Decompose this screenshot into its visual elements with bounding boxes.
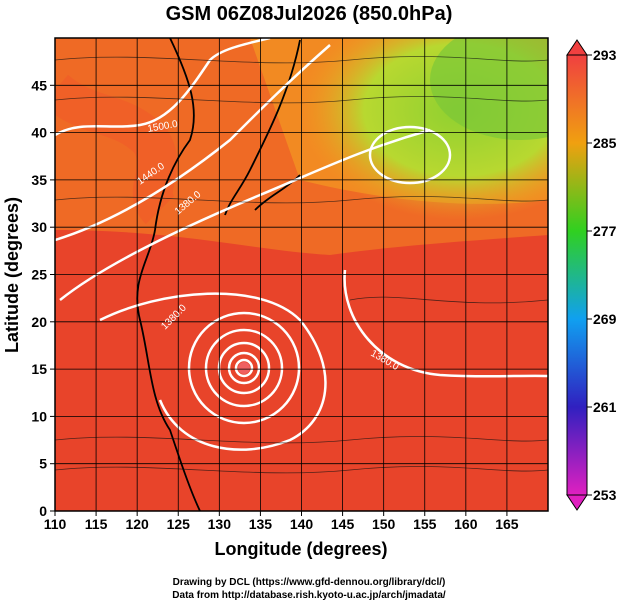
x-tick-label: 110 [44, 516, 67, 532]
y-tick-label: 45 [31, 77, 47, 93]
y-tick-label: 15 [31, 361, 47, 377]
y-tick-label: 30 [31, 219, 47, 235]
credit: Data from http://database.rish.kyoto-u.a… [172, 590, 446, 601]
x-tick-label: 115 [85, 516, 108, 532]
x-tick-label: 125 [167, 516, 191, 532]
x-tick-label: 140 [290, 516, 314, 532]
x-tick-label: 160 [454, 516, 478, 532]
y-tick-label: 10 [31, 408, 47, 424]
colorbar-arrow [566, 39, 588, 56]
colorbar-tick-label: 253 [593, 487, 617, 503]
x-tick-label: 155 [413, 516, 437, 532]
colorbar-arrow [566, 494, 588, 511]
y-tick-label: 35 [31, 172, 47, 188]
colorbar-tick-label: 277 [593, 223, 617, 239]
colorbar-tick-label: 285 [593, 135, 617, 151]
x-tick-label: 130 [208, 516, 232, 532]
chart-title: GSM 06Z08Jul2026 (850.0hPa) [166, 3, 453, 25]
colorbar-tick-label: 261 [593, 399, 617, 415]
contour [55, 38, 548, 451]
x-tick-label: 135 [249, 516, 273, 532]
x-tick-label: 165 [495, 516, 519, 532]
x-tick-label: 150 [372, 516, 396, 532]
x-tick-label: 120 [125, 516, 149, 532]
streamlines [55, 56, 548, 474]
colorbar-tick-label: 269 [593, 311, 617, 327]
contour-label: 1500.0 [147, 119, 179, 135]
y-tick-label: 40 [31, 125, 47, 141]
y-tick-label: 20 [31, 314, 47, 330]
field [55, 38, 548, 511]
y-tick-label: 5 [39, 456, 47, 472]
y-tick-label: 0 [39, 503, 47, 519]
colorbar-tick-label: 293 [593, 47, 617, 63]
y-tick-label: 25 [31, 267, 47, 283]
credit: Drawing by DCL (https://www.gfd-dennou.o… [173, 577, 446, 588]
y-axis-label: Latitude (degrees) [2, 197, 22, 353]
x-axis-label: Longitude (degrees) [214, 539, 387, 559]
x-tick-label: 145 [331, 516, 355, 532]
colorbar [566, 54, 588, 496]
